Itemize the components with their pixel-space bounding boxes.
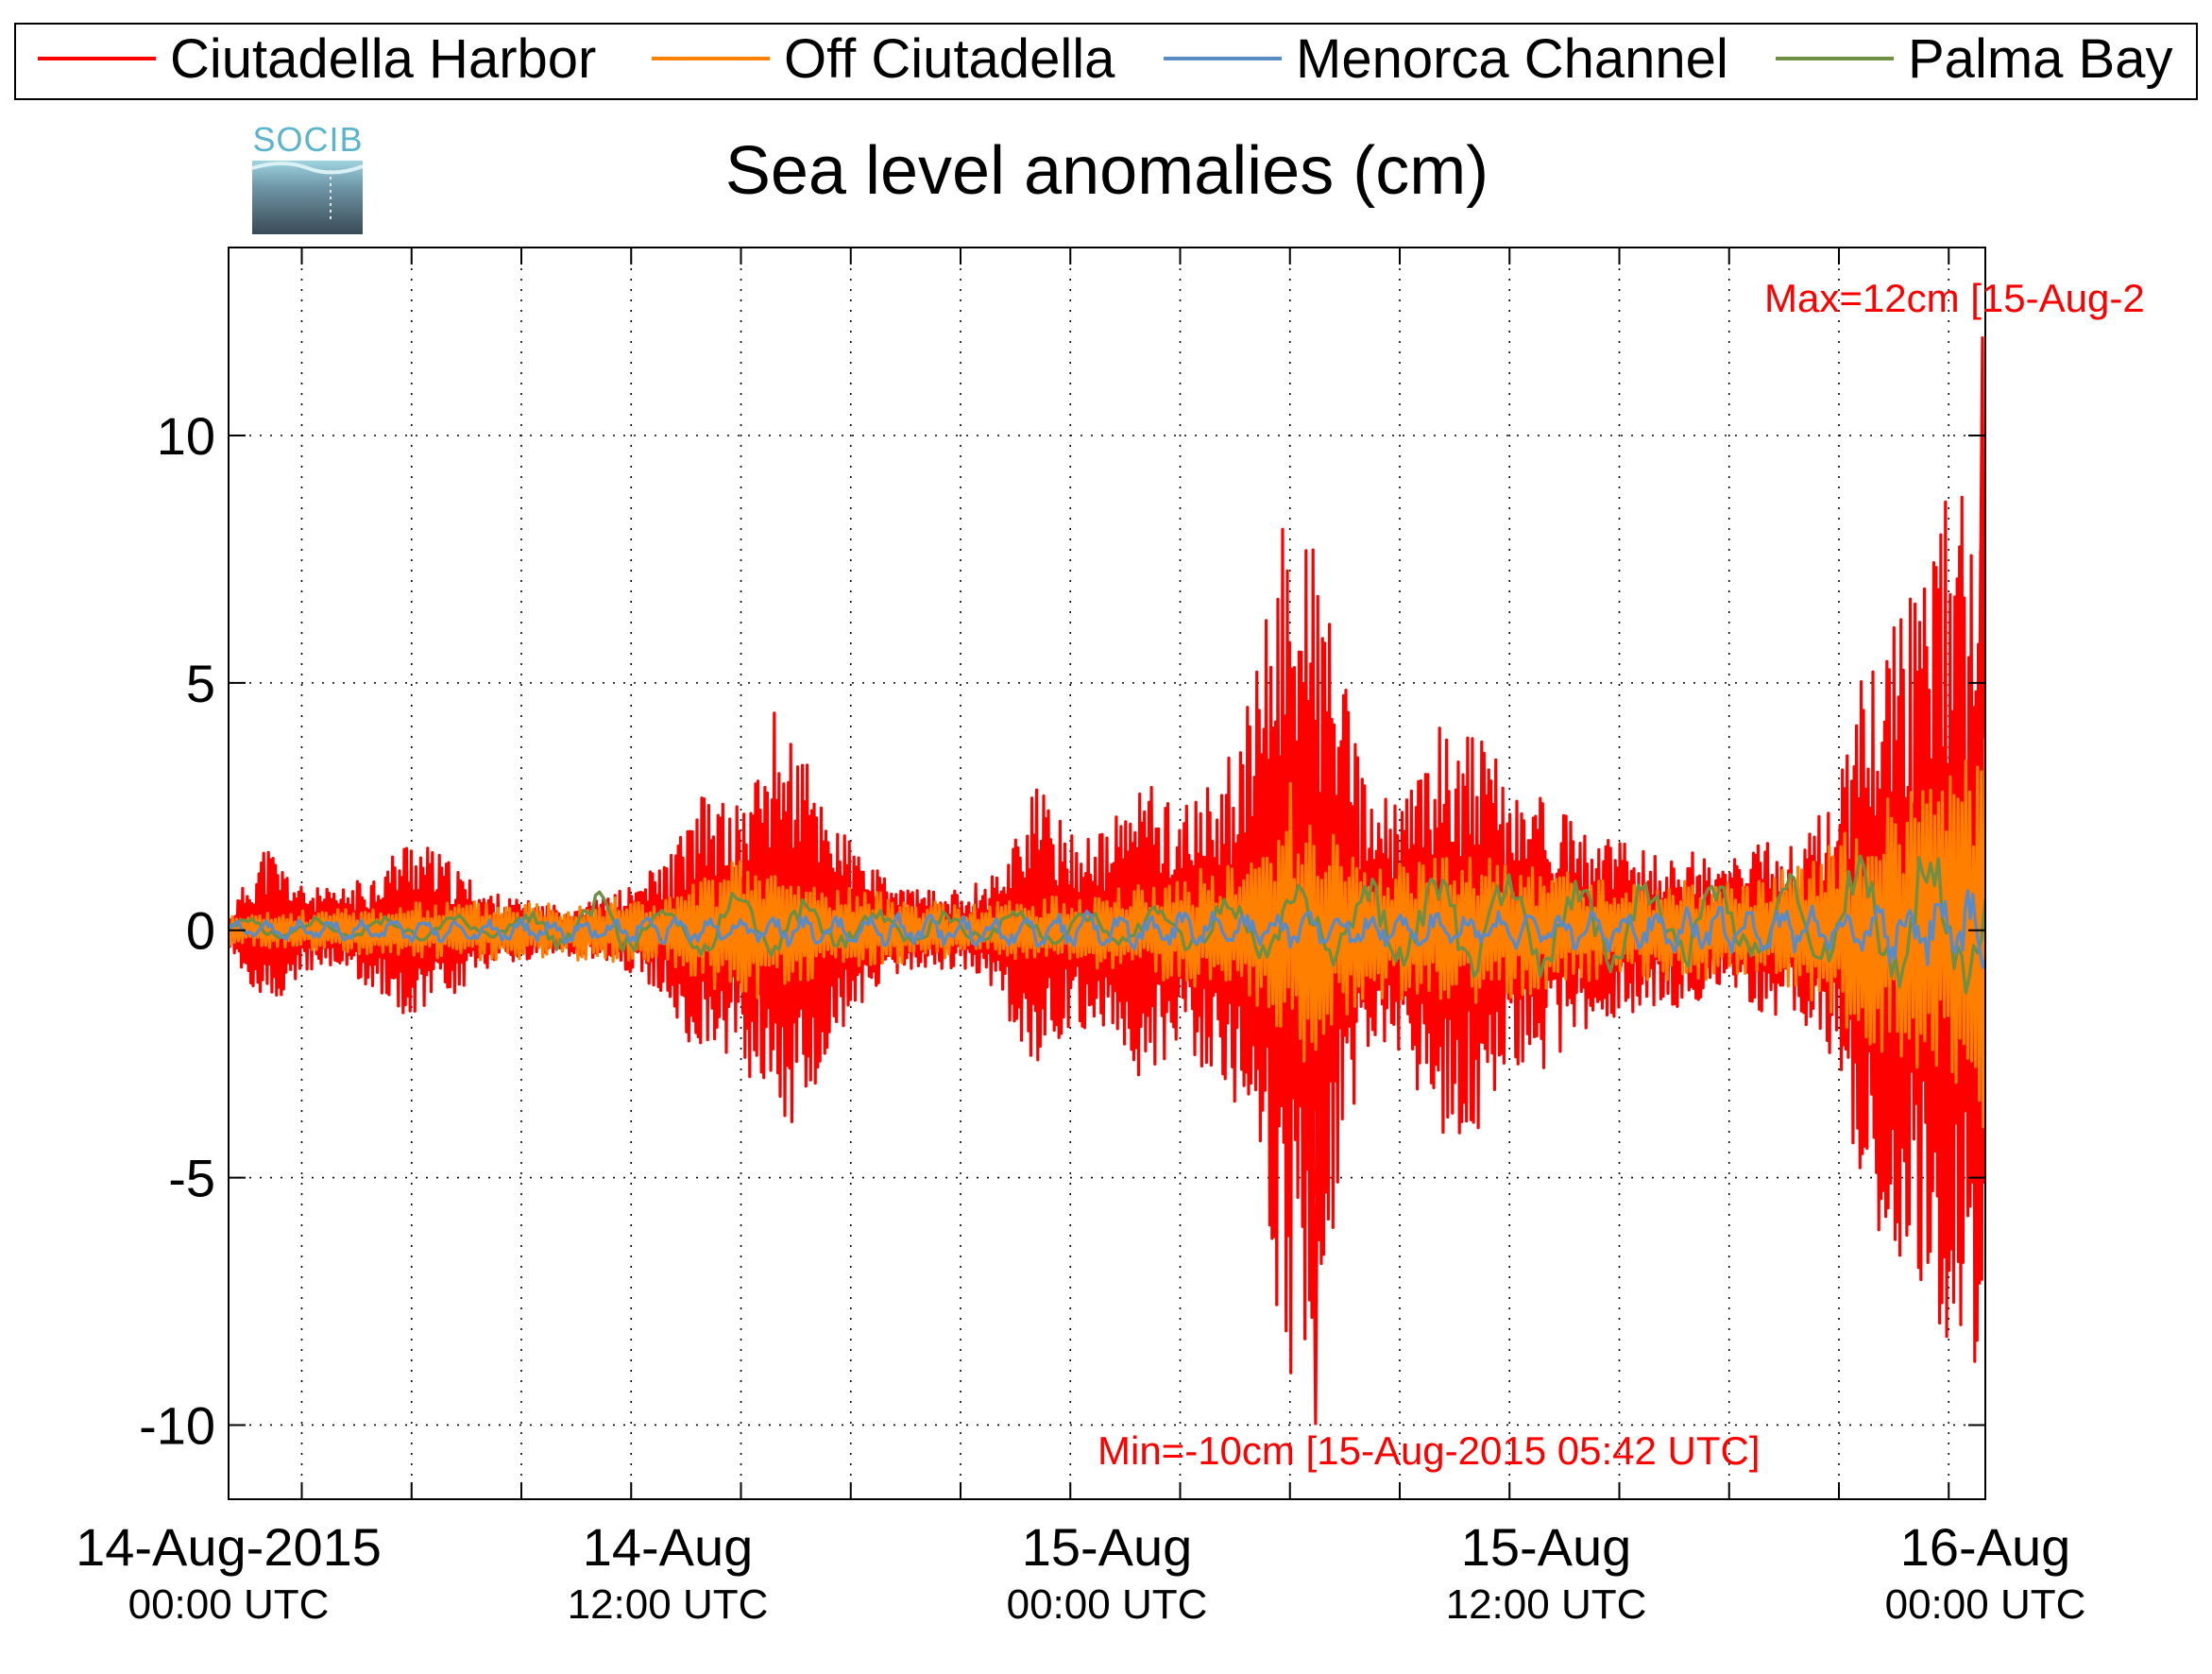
- socib-logo: SOCIB: [251, 120, 364, 234]
- series-line-0: [229, 495, 1985, 1375]
- annotation-max: Max=12cm [15-Aug-2: [1764, 276, 2145, 320]
- legend-label-1: Off Ciutadella: [784, 28, 1115, 90]
- ytick-label-2: 0: [186, 901, 215, 961]
- chart-title: Sea level anomalies (cm): [725, 133, 1489, 209]
- ytick-label-4: -10: [139, 1395, 215, 1455]
- xtick-sublabel-1: 12:00 UTC: [568, 1581, 769, 1628]
- ytick-label-3: -5: [168, 1149, 215, 1208]
- xtick-sublabel-4: 00:00 UTC: [1885, 1581, 2086, 1628]
- plot-frame: [228, 247, 1986, 1500]
- annotation-min: Min=-10cm [15-Aug-2015 05:42 UTC]: [1097, 1428, 1761, 1473]
- xtick-label-2: 15-Aug: [1022, 1517, 1193, 1577]
- xtick-sublabel-2: 00:00 UTC: [1007, 1581, 1208, 1628]
- ytick-label-0: 10: [157, 406, 215, 466]
- logo-wave: [251, 162, 364, 175]
- legend: Ciutadella Harbor Off Ciutadella Menorca C…: [14, 23, 2198, 100]
- xtick-sublabel-3: 12:00 UTC: [1446, 1581, 1647, 1628]
- legend-box: [14, 23, 2198, 100]
- xtick-sublabel-0: 00:00 UTC: [128, 1581, 330, 1628]
- xtick-label-0: 14-Aug-2015: [76, 1517, 382, 1577]
- xtick-label-3: 15-Aug: [1461, 1517, 1632, 1577]
- annotations: Max=12cm [15-Aug-2 Min=-10cm [15-Aug-2015…: [1097, 276, 2145, 1473]
- series-line-2: [229, 889, 1985, 969]
- legend-label-2: Menorca Channel: [1296, 28, 1728, 90]
- legend-label-3: Palma Bay: [1908, 28, 2172, 90]
- xtick-label-4: 16-Aug: [1900, 1517, 2071, 1577]
- series-extreme-min: [1310, 830, 1321, 1426]
- ytick-label-1: 5: [186, 654, 215, 713]
- legend-label-0: Ciutadella Harbor: [170, 28, 596, 90]
- logo-text: SOCIB: [252, 120, 363, 159]
- xtick-label-1: 14-Aug: [583, 1517, 754, 1577]
